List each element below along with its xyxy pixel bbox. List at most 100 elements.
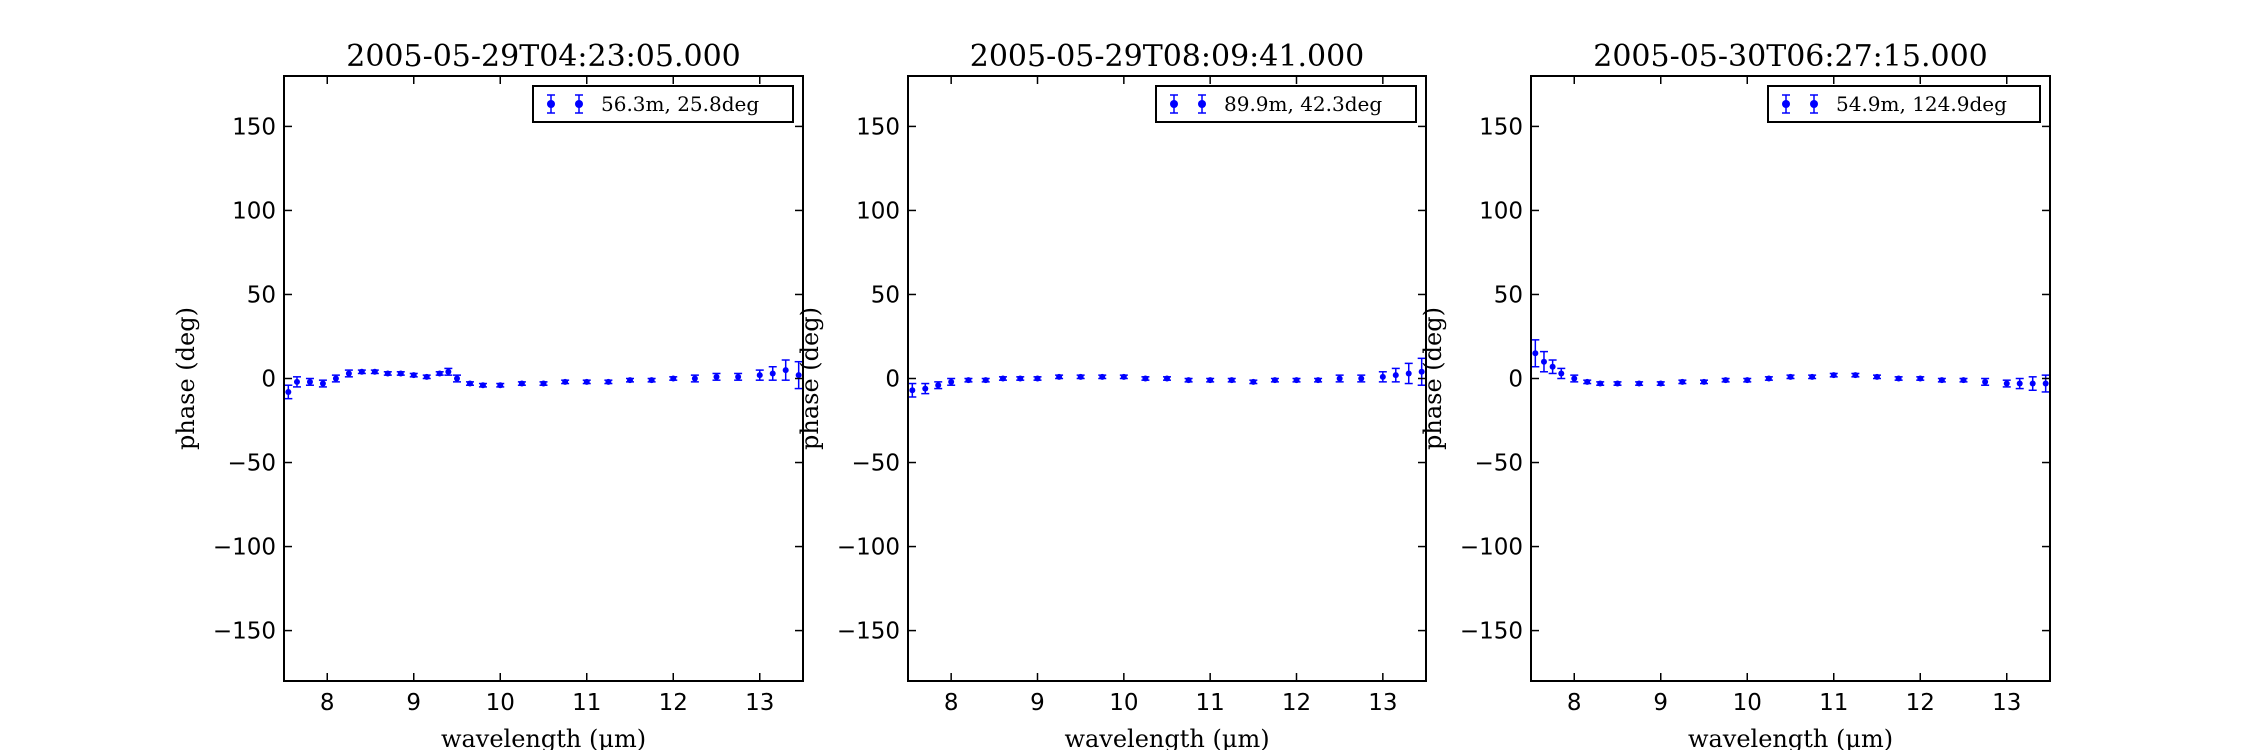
data-marker [909, 387, 916, 394]
data-marker [1852, 372, 1859, 379]
legend-marker [575, 100, 583, 108]
data-point [1055, 373, 1064, 380]
data-point [1141, 375, 1150, 382]
x-tick-label: 8 [1567, 690, 1582, 716]
x-tick-label: 9 [1030, 690, 1045, 716]
data-marker [1874, 373, 1880, 380]
data-point [1206, 377, 1215, 384]
y-tick-label: 0 [1508, 367, 1523, 393]
data-marker [1722, 377, 1729, 384]
data-marker [1120, 373, 1127, 380]
data-marker [1228, 377, 1235, 384]
data-marker [371, 368, 378, 375]
data-point [453, 374, 461, 383]
data-point [1314, 377, 1323, 384]
data-marker [562, 378, 569, 385]
data-point [331, 374, 340, 383]
chart-title: 2005-05-30T06:27:15.000 [1593, 39, 1988, 74]
data-marker [1392, 372, 1399, 379]
data-marker [436, 370, 443, 377]
subplot-3: 8 9 10 11 12 13 −150 −100 −50 0 50 100 150 2005-05-30… [1419, 39, 2051, 750]
data-marker [479, 382, 486, 389]
data-point [755, 369, 764, 381]
data-point [1335, 374, 1344, 383]
data-point [1184, 377, 1193, 384]
data-marker [1960, 377, 1967, 384]
x-tick-label: 11 [572, 690, 601, 716]
data-point [604, 378, 613, 385]
data-point [1531, 339, 1540, 368]
data-point [284, 384, 293, 400]
data-point [2015, 377, 2024, 390]
data-point [318, 379, 327, 388]
data-point [1292, 377, 1301, 384]
data-marker [384, 370, 391, 377]
x-axis-label: wavelength (μm) [441, 725, 646, 750]
data-marker [1540, 358, 1547, 365]
data-point [998, 375, 1007, 382]
data-marker [445, 368, 452, 375]
y-tick-label: −150 [837, 619, 900, 645]
data-point [1119, 373, 1128, 380]
y-axis-label: phase (deg) [796, 307, 824, 450]
data-marker [293, 378, 300, 385]
data-marker [1830, 372, 1837, 379]
data-point [478, 382, 487, 389]
data-point [1851, 372, 1860, 379]
y-tick-label: 0 [261, 367, 276, 393]
x-tick-label: 12 [659, 690, 688, 716]
legend-label: 89.9m, 42.3deg [1224, 92, 1382, 116]
legend-frame [1155, 85, 1417, 123]
x-tick-label: 8 [320, 690, 335, 716]
data-point [409, 372, 418, 379]
data-point [1786, 373, 1795, 380]
legend-marker [547, 100, 555, 108]
data-marker [1809, 373, 1816, 380]
data-point [1557, 367, 1566, 380]
data-marker [769, 370, 776, 377]
legend: 54.9m, 124.9deg [1767, 85, 2041, 123]
data-marker [397, 370, 404, 377]
data-marker [965, 377, 972, 384]
data-point [344, 369, 353, 378]
data-marker [583, 378, 590, 385]
data-point [1937, 377, 1946, 384]
y-tick-label: 50 [1494, 282, 1523, 308]
data-marker [2003, 380, 2010, 387]
data-marker [1418, 368, 1425, 375]
y-tick-label: −150 [1460, 619, 1523, 645]
data-marker [1614, 380, 1621, 387]
data-marker [497, 382, 504, 389]
data-marker [345, 370, 352, 377]
data-marker [1571, 375, 1578, 382]
y-tick-label: 150 [1479, 114, 1523, 140]
legend-marker [1810, 100, 1818, 108]
data-marker [1358, 375, 1365, 382]
subplot-1: 8 9 10 11 12 13 −150 −100 −50 0 50 100 150 2005-05-29… [172, 39, 804, 750]
data-marker [540, 380, 547, 387]
data-point [517, 380, 526, 387]
data-marker [982, 377, 989, 384]
data-marker [1405, 370, 1412, 377]
data-marker [999, 375, 1006, 382]
data-point [768, 365, 777, 381]
data-point [1417, 357, 1426, 386]
data-point [2041, 374, 2050, 393]
data-point [908, 382, 917, 398]
data-point [626, 377, 634, 384]
data-point [1743, 377, 1752, 384]
data-marker [1077, 373, 1084, 380]
data-marker [795, 372, 802, 379]
y-tick-label: −100 [1460, 535, 1523, 561]
data-point [465, 380, 474, 387]
x-tick-label: 9 [1653, 690, 1668, 716]
data-marker [922, 385, 929, 392]
data-marker [1558, 370, 1565, 377]
data-point [1270, 377, 1279, 384]
data-marker [2042, 380, 2049, 387]
legend-label: 56.3m, 25.8deg [601, 92, 759, 116]
data-point [1404, 362, 1413, 385]
data-point [1583, 378, 1592, 385]
data-point [1613, 380, 1622, 387]
